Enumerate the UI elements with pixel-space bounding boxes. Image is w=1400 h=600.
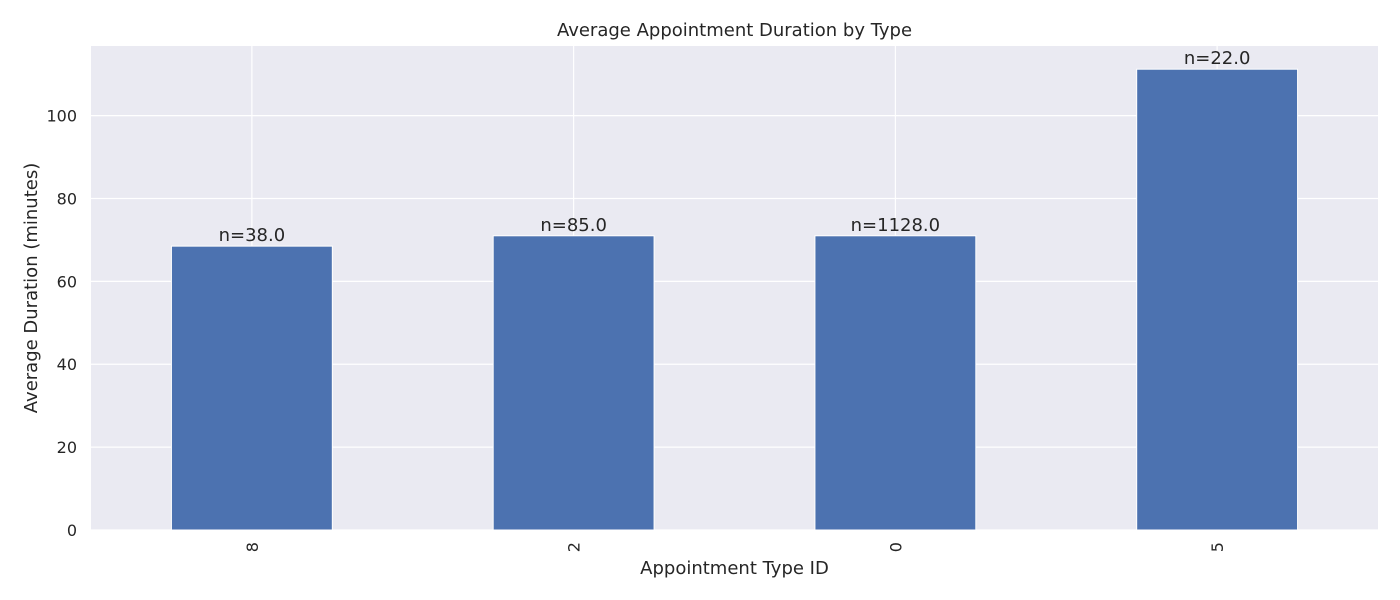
bar: [170, 245, 333, 531]
y-tick-label: 100: [46, 107, 77, 126]
bar-value-label: n=22.0: [1184, 48, 1251, 69]
y-tick-label: 0: [67, 521, 77, 540]
bar-labels: n=38.0 n=85.0 n=1128.0 n=22.0: [219, 48, 1251, 246]
bars: [170, 68, 1299, 531]
bar: [492, 235, 655, 531]
y-tick-label: 40: [57, 355, 77, 374]
bar-value-label: n=1128.0: [851, 215, 940, 236]
x-tick-label: 5: [1208, 542, 1227, 552]
bar-value-label: n=38.0: [219, 225, 286, 246]
y-axis-ticks: 0 20 40 60 80 100: [46, 107, 77, 540]
y-tick-label: 80: [57, 189, 77, 208]
y-tick-label: 20: [57, 438, 77, 457]
x-tick-label: 8: [243, 542, 262, 552]
x-axis-label: Appointment Type ID: [640, 558, 829, 579]
bar-value-label: n=85.0: [540, 215, 607, 236]
y-axis-label: Average Duration (minutes): [21, 163, 42, 413]
bar: [814, 235, 977, 531]
x-tick-label: 2: [565, 542, 584, 552]
y-tick-label: 60: [57, 272, 77, 291]
x-axis-ticks: 8 2 0 5: [243, 542, 1227, 552]
x-tick-label: 0: [886, 542, 905, 552]
chart-title: Average Appointment Duration by Type: [557, 20, 912, 41]
bar: [1136, 68, 1299, 531]
